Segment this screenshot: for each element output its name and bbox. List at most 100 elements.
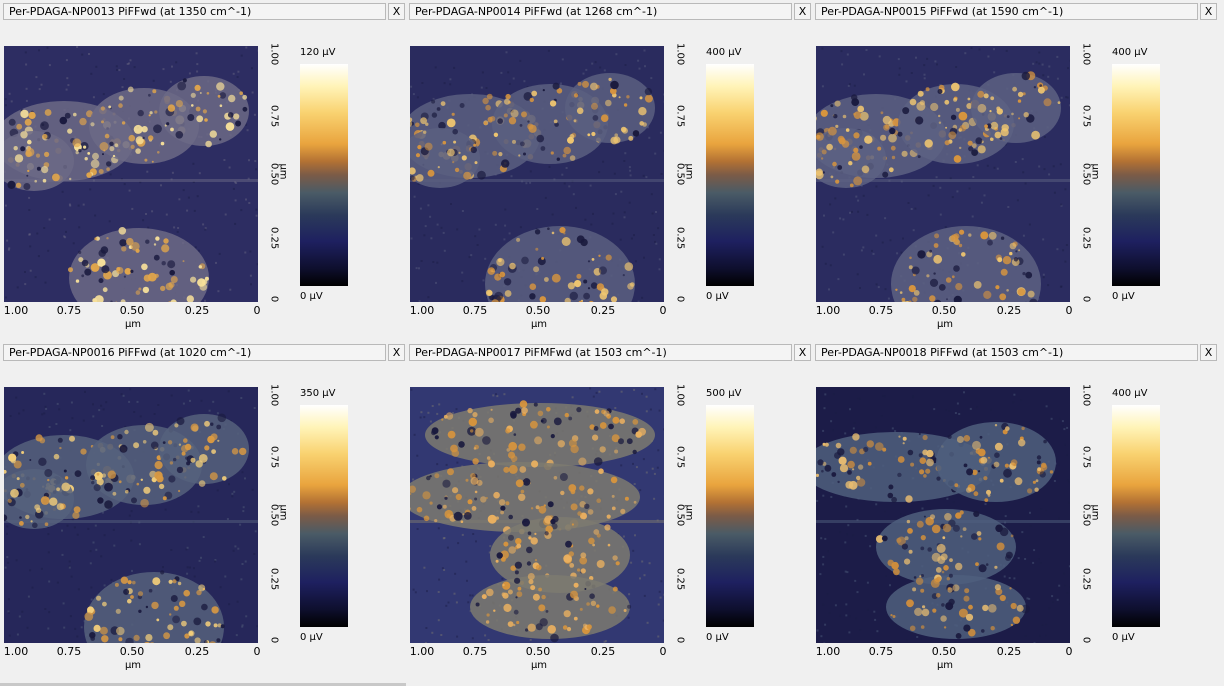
close-button[interactable]: X bbox=[794, 344, 811, 361]
y-tick: 1.00 bbox=[675, 43, 686, 65]
x-tick: 0 bbox=[660, 645, 667, 658]
y-axis: 1.00 0.75 0.50 0.25 0 µm bbox=[666, 387, 696, 643]
y-tick: 1.00 bbox=[1081, 384, 1092, 406]
close-button[interactable]: X bbox=[1200, 3, 1217, 20]
afm-ir-map-image[interactable] bbox=[4, 387, 258, 643]
x-axis: 1.00 0.75 0.50 0.25 0 µm bbox=[4, 302, 262, 332]
panel-title[interactable]: Per-PDAGA-NP0013 PiFFwd (at 1350 cm^-1) bbox=[3, 3, 386, 20]
x-tick: 0.25 bbox=[997, 645, 1022, 658]
y-tick: 0.75 bbox=[675, 446, 686, 468]
y-axis-label: µm bbox=[278, 504, 289, 520]
colorbar bbox=[1112, 405, 1160, 627]
y-axis: 1.00 0.75 0.50 0.25 0 µm bbox=[1072, 46, 1102, 302]
colorbar-min-label: 0 µV bbox=[706, 291, 729, 302]
x-axis-label: µm bbox=[410, 319, 668, 330]
x-axis: 1.00 0.75 0.50 0.25 0 µm bbox=[816, 643, 1074, 673]
map-panel-np0017: Per-PDAGA-NP0017 PiFMFwd (at 1503 cm^-1)… bbox=[406, 341, 812, 677]
map-rendering bbox=[410, 387, 664, 643]
colorbar bbox=[706, 64, 754, 286]
y-tick: 0.75 bbox=[269, 446, 280, 468]
x-tick: 0.25 bbox=[591, 645, 616, 658]
colorbar-max-label: 400 µV bbox=[1112, 388, 1147, 399]
colorbar bbox=[300, 64, 348, 286]
y-axis: 1.00 0.75 0.50 0.25 0 µm bbox=[260, 46, 290, 302]
colorbar bbox=[300, 405, 348, 627]
x-tick: 0.50 bbox=[526, 304, 551, 317]
panel-title[interactable]: Per-PDAGA-NP0018 PiFFwd (at 1503 cm^-1) bbox=[815, 344, 1198, 361]
afm-ir-map-image[interactable] bbox=[816, 46, 1070, 302]
map-rendering bbox=[410, 46, 664, 302]
y-axis: 1.00 0.75 0.50 0.25 0 µm bbox=[1072, 387, 1102, 643]
x-tick: 0.25 bbox=[997, 304, 1022, 317]
colorbar bbox=[706, 405, 754, 627]
x-tick: 0.50 bbox=[526, 645, 551, 658]
y-tick: 0.75 bbox=[1081, 446, 1092, 468]
x-tick: 0.25 bbox=[185, 645, 210, 658]
close-button[interactable]: X bbox=[388, 344, 405, 361]
y-axis: 1.00 0.75 0.50 0.25 0 µm bbox=[666, 46, 696, 302]
y-tick: 1.00 bbox=[1081, 43, 1092, 65]
y-tick: 0.25 bbox=[1081, 568, 1092, 590]
y-axis-label: µm bbox=[278, 163, 289, 179]
map-panel-np0018: Per-PDAGA-NP0018 PiFFwd (at 1503 cm^-1) … bbox=[812, 341, 1218, 677]
colorbar-min-label: 0 µV bbox=[706, 632, 729, 643]
y-axis-label: µm bbox=[684, 504, 695, 520]
y-axis-label: µm bbox=[1090, 163, 1101, 179]
afm-ir-map-image[interactable] bbox=[410, 46, 664, 302]
x-axis: 1.00 0.75 0.50 0.25 0 µm bbox=[4, 643, 262, 673]
x-tick: 0.50 bbox=[932, 304, 957, 317]
x-tick: 0.50 bbox=[932, 645, 957, 658]
close-button[interactable]: X bbox=[388, 3, 405, 20]
x-tick: 0.75 bbox=[869, 645, 894, 658]
afm-ir-map-image[interactable] bbox=[816, 387, 1070, 643]
y-tick: 0 bbox=[1081, 629, 1092, 651]
map-panel-np0013: Per-PDAGA-NP0013 PiFFwd (at 1350 cm^-1) … bbox=[0, 0, 406, 336]
panel-title[interactable]: Per-PDAGA-NP0017 PiFMFwd (at 1503 cm^-1) bbox=[409, 344, 792, 361]
x-tick: 0.75 bbox=[57, 645, 82, 658]
map-panel-np0016: Per-PDAGA-NP0016 PiFFwd (at 1020 cm^-1) … bbox=[0, 341, 406, 677]
colorbar-max-label: 350 µV bbox=[300, 388, 335, 399]
x-tick: 0.75 bbox=[463, 304, 488, 317]
y-tick: 0 bbox=[675, 629, 686, 651]
y-tick: 1.00 bbox=[269, 43, 280, 65]
afm-ir-map-image[interactable] bbox=[410, 387, 664, 643]
x-axis-label: µm bbox=[4, 660, 262, 671]
x-tick: 1.00 bbox=[4, 645, 29, 658]
x-tick: 0.50 bbox=[120, 645, 145, 658]
panel-title[interactable]: Per-PDAGA-NP0014 PiFFwd (at 1268 cm^-1) bbox=[409, 3, 792, 20]
x-axis: 1.00 0.75 0.50 0.25 0 µm bbox=[410, 302, 668, 332]
x-tick: 0 bbox=[1066, 645, 1073, 658]
colorbar-max-label: 120 µV bbox=[300, 47, 335, 58]
panel-title[interactable]: Per-PDAGA-NP0016 PiFFwd (at 1020 cm^-1) bbox=[3, 344, 386, 361]
x-tick: 0.75 bbox=[463, 645, 488, 658]
x-tick: 1.00 bbox=[816, 645, 841, 658]
colorbar-min-label: 0 µV bbox=[1112, 632, 1135, 643]
panel-title[interactable]: Per-PDAGA-NP0015 PiFFwd (at 1590 cm^-1) bbox=[815, 3, 1198, 20]
map-rendering bbox=[816, 387, 1070, 643]
afm-ir-map-image[interactable] bbox=[4, 46, 258, 302]
x-axis-label: µm bbox=[816, 660, 1074, 671]
x-tick: 0 bbox=[1066, 304, 1073, 317]
colorbar-max-label: 500 µV bbox=[706, 388, 741, 399]
x-axis: 1.00 0.75 0.50 0.25 0 µm bbox=[816, 302, 1074, 332]
map-panel-np0014: Per-PDAGA-NP0014 PiFFwd (at 1268 cm^-1) … bbox=[406, 0, 812, 336]
x-tick: 0.75 bbox=[57, 304, 82, 317]
y-axis-label: µm bbox=[684, 163, 695, 179]
colorbar-min-label: 0 µV bbox=[1112, 291, 1135, 302]
x-axis-label: µm bbox=[410, 660, 668, 671]
x-axis: 1.00 0.75 0.50 0.25 0 µm bbox=[410, 643, 668, 673]
colorbar-min-label: 0 µV bbox=[300, 291, 323, 302]
y-tick: 0.75 bbox=[675, 105, 686, 127]
colorbar-min-label: 0 µV bbox=[300, 632, 323, 643]
y-tick: 0 bbox=[269, 629, 280, 651]
close-button[interactable]: X bbox=[794, 3, 811, 20]
x-tick: 1.00 bbox=[816, 304, 841, 317]
map-panel-np0015: Per-PDAGA-NP0015 PiFFwd (at 1590 cm^-1) … bbox=[812, 0, 1218, 336]
close-button[interactable]: X bbox=[1200, 344, 1217, 361]
x-axis-label: µm bbox=[816, 319, 1074, 330]
map-rendering bbox=[4, 387, 258, 643]
y-tick: 0.25 bbox=[675, 568, 686, 590]
y-axis: 1.00 0.75 0.50 0.25 0 µm bbox=[260, 387, 290, 643]
x-tick: 0 bbox=[254, 304, 261, 317]
x-tick: 0.25 bbox=[591, 304, 616, 317]
